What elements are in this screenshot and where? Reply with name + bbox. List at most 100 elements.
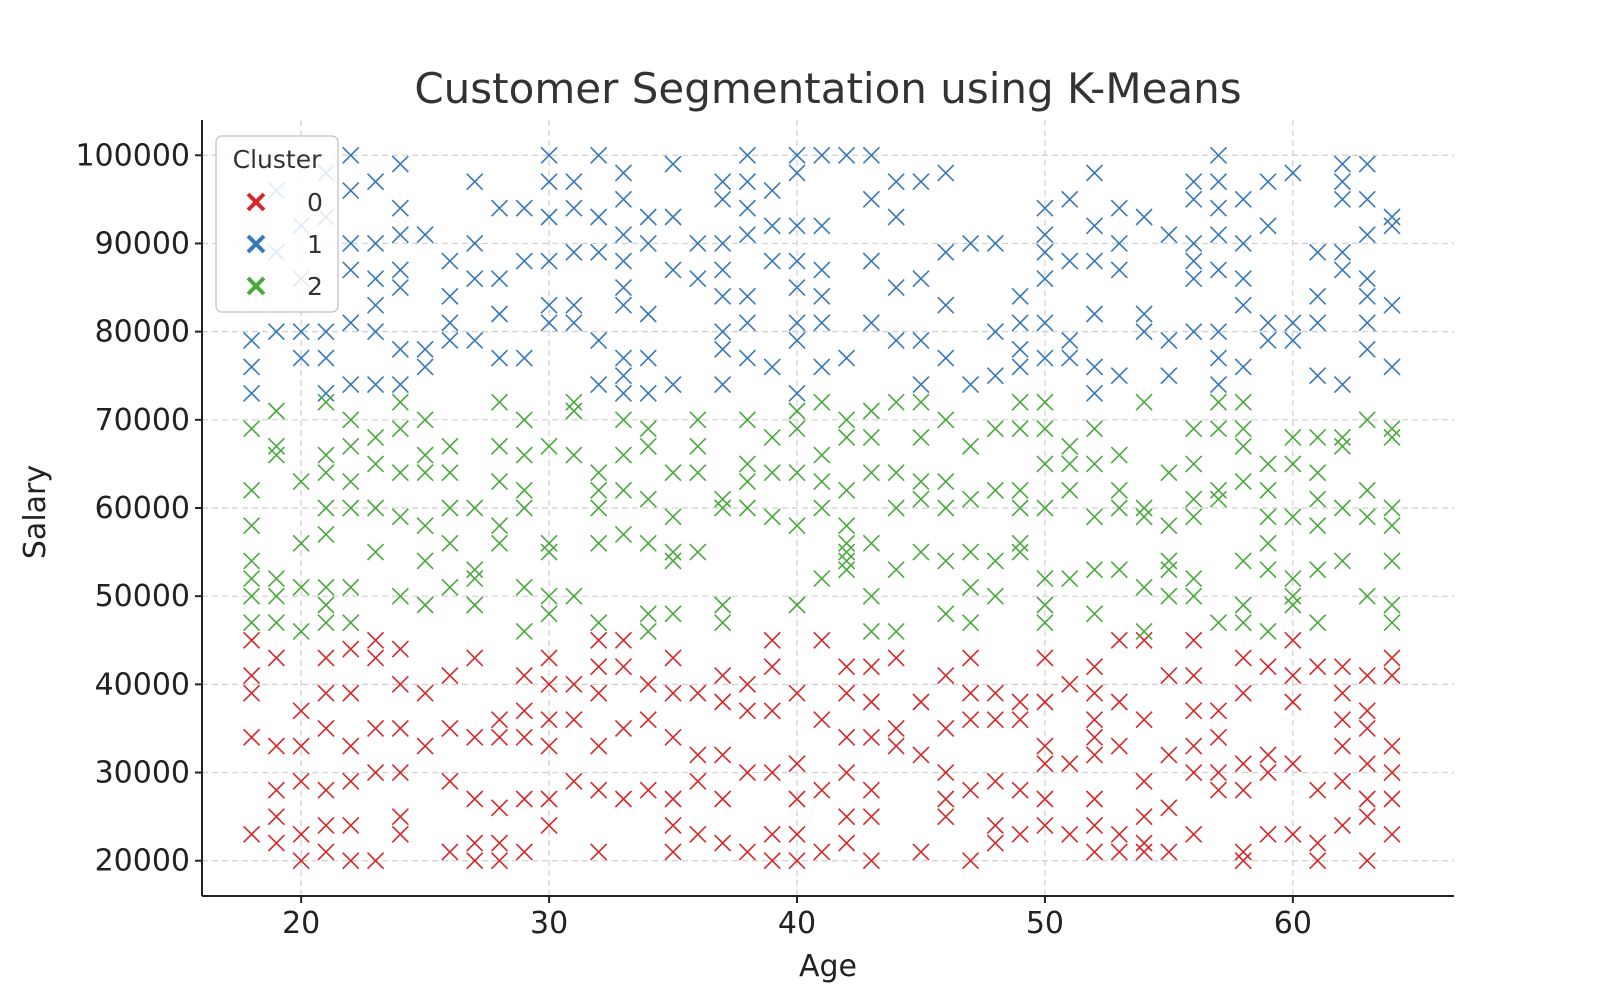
data-point — [342, 181, 360, 200]
data-point — [961, 614, 980, 632]
data-point — [590, 658, 608, 676]
data-point — [1011, 534, 1029, 552]
data-point — [342, 852, 360, 870]
data-point — [1309, 658, 1327, 676]
data-point — [466, 728, 484, 746]
data-point — [714, 490, 732, 508]
data-point — [937, 808, 955, 826]
data-point — [1358, 270, 1376, 288]
data-point — [243, 631, 261, 649]
data-point — [515, 252, 533, 270]
data-point — [292, 323, 310, 341]
data-point — [342, 472, 360, 491]
data-point — [590, 208, 608, 226]
data-point — [639, 384, 657, 402]
data-point — [1160, 587, 1178, 605]
data-point — [763, 508, 781, 526]
data-point — [1036, 596, 1054, 614]
data-point — [317, 816, 335, 835]
data-point — [614, 384, 633, 402]
data-point — [937, 666, 955, 685]
data-point — [664, 543, 682, 561]
data-point — [1284, 569, 1302, 588]
data-point — [1383, 552, 1401, 570]
data-point — [1284, 755, 1302, 773]
data-point — [1383, 517, 1401, 535]
data-point — [565, 173, 583, 191]
data-point — [1309, 852, 1327, 870]
data-point — [986, 367, 1004, 385]
data-point — [342, 772, 360, 790]
data-point — [366, 543, 385, 561]
data-point — [416, 464, 434, 482]
data-point — [961, 375, 980, 394]
data-point — [1209, 763, 1228, 782]
data-point — [639, 534, 657, 552]
data-point — [862, 852, 880, 870]
data-point — [1085, 561, 1104, 579]
data-point — [961, 543, 980, 561]
data-point — [1085, 684, 1104, 702]
data-point — [391, 719, 409, 738]
data-point — [788, 402, 806, 420]
data-point — [1259, 217, 1277, 235]
data-point — [887, 719, 905, 738]
data-point — [515, 702, 533, 720]
data-point — [1185, 825, 1203, 843]
data-point — [342, 816, 360, 835]
data-point — [664, 375, 682, 394]
data-point — [1160, 226, 1178, 244]
data-point — [986, 816, 1004, 835]
data-point — [1085, 384, 1104, 402]
data-point — [1185, 252, 1203, 270]
data-point — [714, 693, 732, 711]
x-tick-label: 20 — [282, 906, 320, 941]
data-point — [763, 658, 781, 676]
data-point — [763, 631, 781, 649]
data-point — [1160, 666, 1178, 685]
data-point — [540, 675, 558, 693]
data-point — [1085, 605, 1104, 623]
y-axis-label: Salary — [18, 465, 53, 559]
data-point — [540, 790, 558, 808]
data-point — [986, 711, 1004, 729]
data-point — [887, 622, 905, 641]
data-point — [366, 270, 385, 288]
data-point — [1358, 808, 1376, 826]
data-point — [441, 772, 459, 790]
data-point — [1011, 781, 1029, 799]
data-point — [738, 287, 756, 305]
data-point — [1234, 649, 1252, 667]
data-point — [1284, 164, 1302, 182]
data-point — [1011, 340, 1029, 358]
data-point — [267, 569, 285, 588]
data-point — [986, 552, 1004, 570]
data-point — [1383, 666, 1401, 685]
data-point — [1358, 411, 1376, 429]
data-point — [912, 472, 930, 491]
data-point — [986, 834, 1004, 852]
data-point — [1209, 199, 1228, 217]
data-point — [267, 402, 285, 420]
series-cluster-0 — [243, 631, 1401, 870]
legend-items: 0 1 2 — [246, 188, 323, 301]
data-point — [1011, 825, 1029, 843]
data-point — [961, 852, 980, 870]
data-point — [1234, 596, 1252, 614]
data-point — [813, 631, 831, 649]
data-point — [862, 534, 880, 552]
data-point — [540, 711, 558, 729]
y-tick-label: 90000 — [95, 226, 190, 261]
data-point — [1309, 561, 1327, 579]
data-point — [838, 481, 856, 499]
data-point — [887, 649, 905, 667]
data-point — [1036, 243, 1054, 261]
data-point — [1358, 508, 1376, 526]
data-point — [466, 852, 484, 870]
data-point — [1160, 746, 1178, 764]
data-point — [540, 173, 558, 191]
data-point — [1061, 455, 1079, 473]
data-point — [1358, 314, 1376, 332]
data-point — [738, 226, 756, 244]
data-point — [515, 481, 533, 499]
